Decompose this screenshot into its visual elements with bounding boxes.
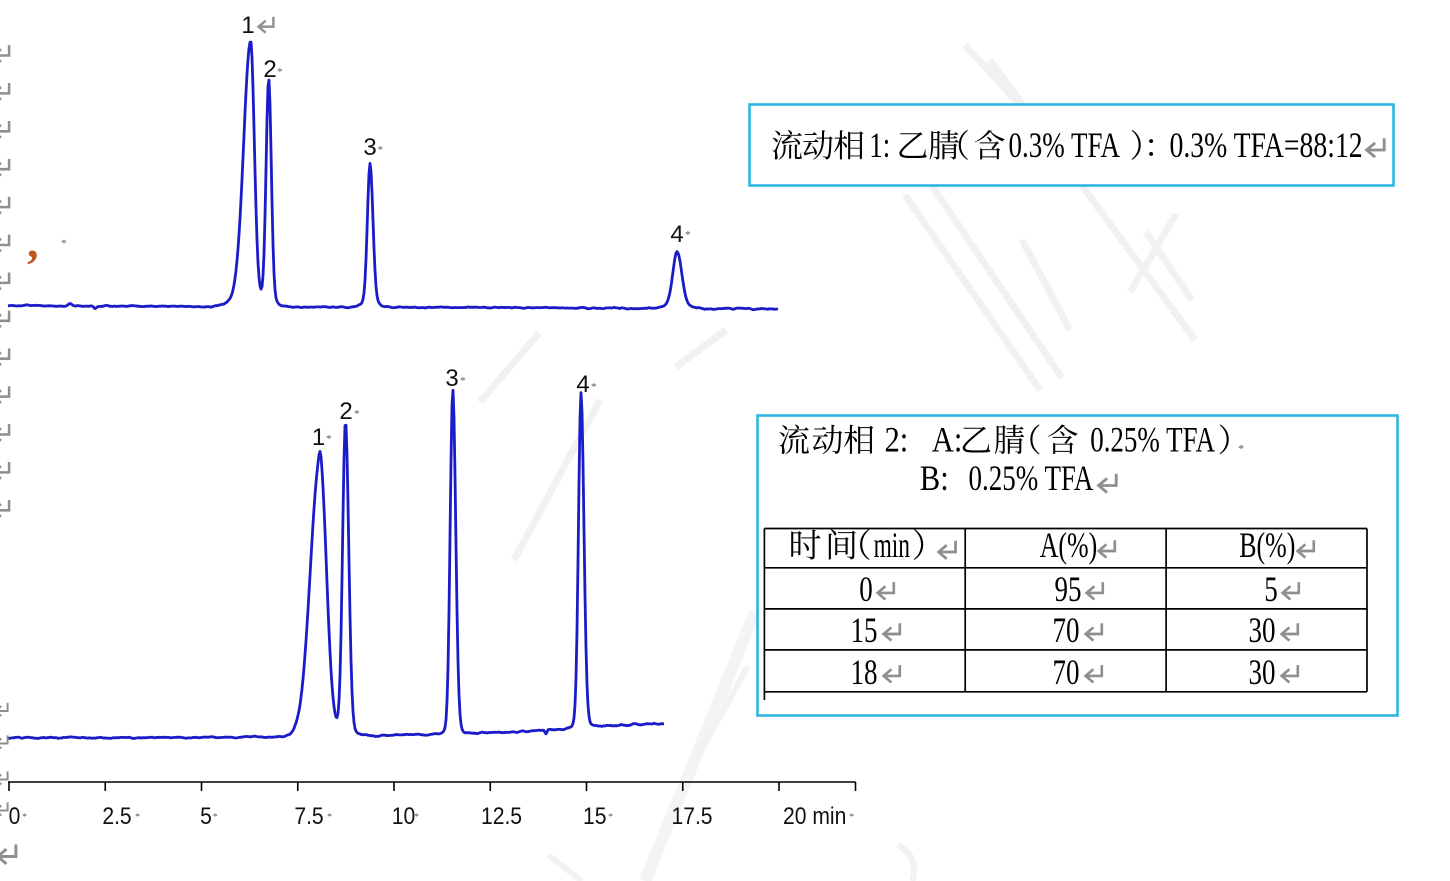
- svg-text:30: 30: [1249, 610, 1276, 650]
- svg-text:2:: 2:: [885, 420, 909, 460]
- svg-text:17.5: 17.5: [671, 803, 712, 830]
- svg-text:A(%): A(%): [1040, 525, 1098, 565]
- svg-text:5: 5: [1264, 569, 1277, 609]
- svg-text:0: 0: [9, 803, 21, 830]
- svg-text:2: 2: [263, 56, 276, 83]
- svg-text:4: 4: [670, 221, 683, 248]
- svg-text:min: min: [874, 525, 910, 565]
- svg-text:15: 15: [851, 610, 878, 650]
- svg-text:1: 1: [241, 12, 254, 39]
- svg-text:20 min: 20 min: [783, 803, 846, 830]
- svg-text:B(%): B(%): [1239, 525, 1295, 565]
- svg-text:4: 4: [576, 371, 589, 398]
- svg-text:B:: B:: [920, 459, 949, 499]
- svg-text:3: 3: [363, 134, 376, 161]
- svg-text:70: 70: [1053, 652, 1080, 692]
- svg-text:7.5: 7.5: [294, 803, 323, 830]
- svg-text:0.25% TFA: 0.25% TFA: [1090, 420, 1215, 460]
- svg-text:12.5: 12.5: [481, 803, 522, 830]
- svg-text:A:: A:: [932, 420, 963, 460]
- svg-text:0.3% TFA: 0.3% TFA: [1009, 125, 1120, 165]
- svg-text:0: 0: [859, 569, 872, 609]
- svg-text:70: 70: [1053, 610, 1080, 650]
- svg-text:,: ,: [27, 216, 39, 267]
- svg-text:0.3% TFA=88:12: 0.3% TFA=88:12: [1170, 125, 1363, 165]
- svg-text:15: 15: [583, 803, 606, 830]
- svg-text:1:: 1:: [869, 125, 890, 165]
- svg-text:2: 2: [339, 398, 352, 425]
- svg-text:5: 5: [200, 803, 212, 830]
- svg-text:30: 30: [1249, 652, 1276, 692]
- svg-text:2.5: 2.5: [102, 803, 131, 830]
- svg-text:10: 10: [392, 803, 415, 830]
- svg-text:0.25% TFA: 0.25% TFA: [969, 458, 1094, 498]
- svg-text:3: 3: [445, 365, 458, 392]
- svg-text:95: 95: [1055, 569, 1082, 609]
- svg-text:18: 18: [851, 652, 878, 692]
- svg-text:1: 1: [312, 424, 325, 451]
